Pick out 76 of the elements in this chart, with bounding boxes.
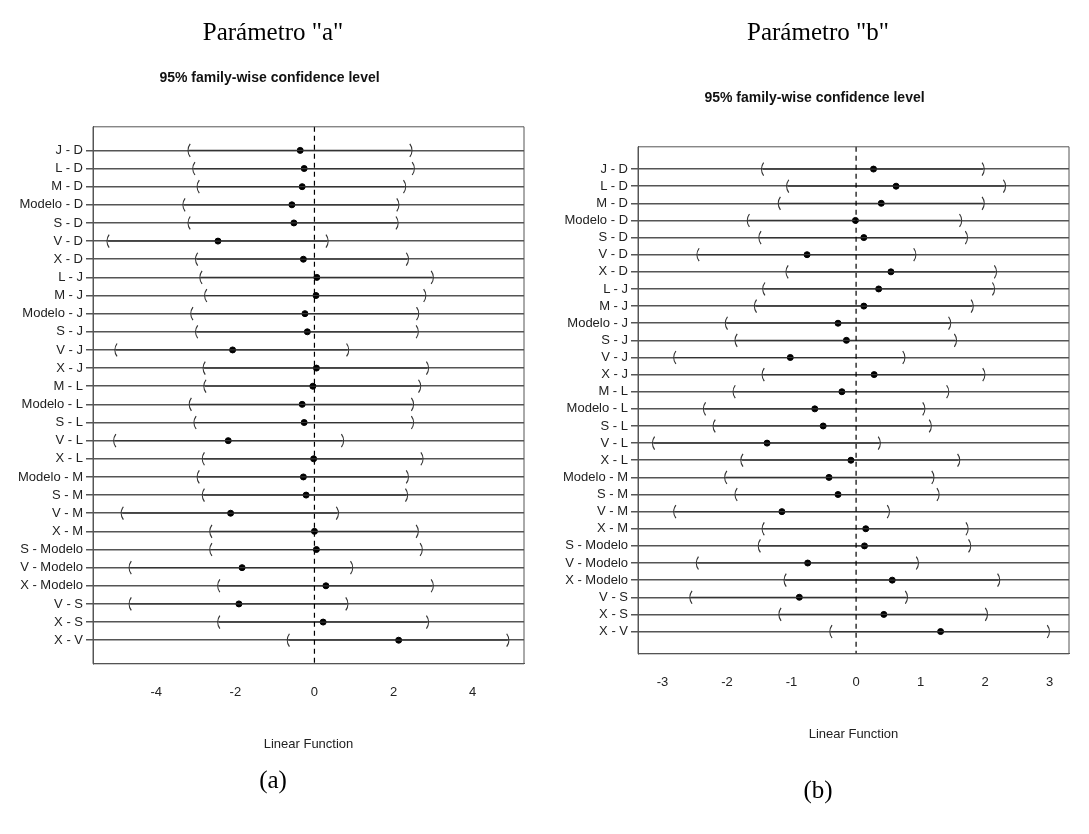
x-tick-label: 3 — [1045, 674, 1053, 690]
y-tick-label: Modelo - J — [21, 305, 83, 321]
y-tick-label: S - J — [55, 323, 83, 339]
y-tick-label: V - Modelo — [564, 554, 628, 570]
x-tick-label: 1 — [916, 674, 924, 690]
y-tick-label: L - J — [602, 280, 628, 296]
x-tick-label: 0 — [310, 684, 318, 700]
y-tick-label: J - D — [55, 141, 83, 157]
y-tick-label: V - L — [55, 432, 83, 448]
x-tick-label: -2 — [229, 684, 241, 700]
y-tick-label: Modelo - L — [21, 395, 83, 411]
y-tick-label: X - J — [600, 366, 628, 382]
y-tick-label: S - J — [600, 331, 628, 347]
x-tick-label: -3 — [656, 674, 668, 690]
chart-subtitle: 95% family-wise confidence level — [703, 89, 925, 106]
y-tick-label: V - S — [598, 588, 628, 604]
y-tick-label: X - M — [51, 522, 83, 538]
y-tick-label: V - D — [597, 246, 628, 262]
y-tick-label: V - J — [55, 341, 83, 357]
y-tick-label: S - Modelo — [564, 537, 628, 553]
y-tick-label: S - L — [55, 414, 83, 430]
y-tick-label: X - V — [598, 623, 628, 639]
y-tick-label: M - J — [53, 287, 83, 303]
x-tick-label: -2 — [720, 674, 733, 690]
y-tick-label: Modelo - D — [563, 212, 628, 228]
y-tick-label: J - D — [600, 160, 628, 176]
y-tick-label: S - M — [596, 486, 628, 502]
y-tick-label: X - D — [597, 263, 628, 279]
y-tick-label: Modelo - M — [17, 468, 83, 484]
y-tick-label: X - M — [596, 520, 628, 536]
y-tick-label: V - S — [53, 595, 83, 611]
y-tick-label: X - S — [598, 605, 628, 621]
x-tick-label: 0 — [851, 674, 860, 690]
y-tick-label: X - S — [53, 613, 83, 629]
y-tick-label: V - J — [600, 349, 628, 365]
y-tick-label: X - L — [600, 451, 628, 467]
x-axis-title: Linear Function — [808, 725, 898, 741]
y-tick-label: M - J — [598, 297, 628, 313]
y-tick-label: M - L — [597, 383, 628, 399]
y-tick-label: V - M — [51, 504, 83, 520]
y-tick-label: X - Modelo — [19, 577, 83, 593]
y-tick-label: Modelo - J — [566, 314, 628, 330]
y-tick-label: L - D — [54, 160, 83, 176]
y-tick-label: Modelo - D — [18, 196, 83, 212]
y-tick-label: X - D — [52, 250, 83, 266]
chart-subtitle: 95% family-wise confidence level — [158, 69, 380, 86]
x-axis-title: Linear Function — [263, 735, 353, 751]
x-tick-label: 4 — [468, 684, 476, 700]
y-tick-label: M - D — [50, 178, 83, 194]
y-tick-label: V - M — [596, 503, 628, 519]
y-tick-label: L - J — [57, 268, 83, 284]
text: (b) — [803, 776, 833, 804]
y-tick-label: X - J — [55, 359, 83, 375]
y-tick-label: V - D — [52, 232, 83, 248]
y-tick-label: Modelo - L — [566, 400, 628, 416]
chart-title: Parámetro "a" — [202, 18, 344, 46]
x-tick-label: 2 — [981, 674, 989, 690]
y-tick-label: M - D — [595, 194, 628, 210]
y-tick-label: S - D — [52, 214, 83, 230]
y-tick-label: Modelo - M — [562, 468, 628, 484]
y-tick-label: M - L — [52, 377, 83, 393]
text: (a) — [259, 766, 287, 794]
y-tick-label: V - Modelo — [19, 559, 83, 575]
y-tick-label: V - L — [600, 434, 628, 450]
y-tick-label: X - Modelo — [564, 571, 628, 587]
x-tick-label: 2 — [389, 684, 397, 700]
y-tick-label: L - D — [599, 177, 628, 193]
y-tick-label: S - Modelo — [19, 541, 83, 557]
x-tick-label: -1 — [785, 674, 797, 690]
y-tick-label: S - M — [51, 486, 83, 502]
y-tick-label: X - L — [55, 450, 83, 466]
x-tick-label: -4 — [150, 684, 162, 700]
y-tick-label: S - D — [597, 229, 628, 245]
y-tick-label: S - L — [600, 417, 628, 433]
y-tick-label: X - V — [53, 631, 83, 647]
chart-title: Parámetro "b" — [747, 18, 889, 46]
